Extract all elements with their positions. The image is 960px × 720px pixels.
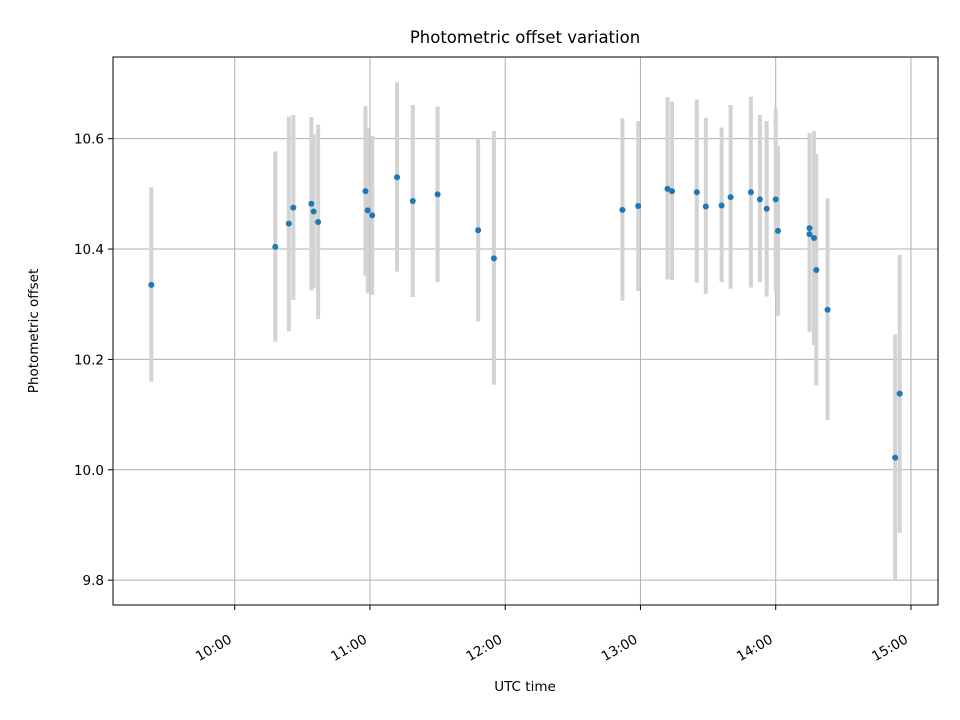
y-tick-label: 10.6	[74, 132, 104, 148]
data-point	[811, 235, 818, 242]
data-point	[747, 189, 754, 196]
chart-title: Photometric offset variation	[410, 28, 640, 47]
data-point	[434, 191, 441, 198]
x-tick-label: 10:00	[193, 632, 235, 665]
data-point	[763, 205, 770, 212]
data-point	[409, 198, 416, 205]
data-point	[308, 200, 315, 207]
y-axis-label: Photometric offset	[26, 269, 42, 393]
data-point	[718, 202, 725, 209]
x-tick-label: 13:00	[599, 632, 641, 665]
plot-frame	[112, 56, 939, 606]
data-point	[896, 390, 903, 397]
data-point	[394, 174, 401, 181]
data-point	[693, 189, 700, 196]
data-point	[619, 206, 626, 213]
y-tick-label: 10.0	[74, 463, 104, 479]
grid	[113, 57, 938, 605]
y-axis-ticks: 9.8 10.0 10.2 10.4 10.6	[74, 132, 113, 589]
data-point	[772, 196, 779, 203]
x-tick-label: 11:00	[328, 632, 370, 665]
x-tick-label: 14:00	[734, 632, 776, 665]
y-tick-label: 10.2	[74, 352, 104, 368]
error-bars	[149, 82, 902, 581]
data-points	[148, 174, 903, 461]
data-point	[824, 306, 831, 313]
x-tick-label: 15:00	[869, 632, 911, 665]
data-point	[813, 267, 820, 274]
data-point	[285, 220, 292, 227]
data-point	[635, 203, 642, 210]
data-point	[369, 212, 376, 219]
data-point	[774, 227, 781, 234]
data-point	[362, 188, 369, 195]
data-point	[727, 194, 734, 201]
data-point	[364, 207, 371, 214]
data-point	[664, 185, 671, 192]
data-point	[310, 208, 317, 215]
data-point	[490, 255, 497, 262]
data-point	[475, 227, 482, 234]
data-point	[272, 243, 279, 250]
data-point	[702, 203, 709, 210]
x-axis-ticks: 10:00 11:00 12:00 13:00 14:00 15:00	[193, 605, 912, 665]
data-point	[315, 219, 322, 226]
data-point	[756, 196, 763, 203]
data-point	[290, 204, 297, 211]
y-tick-label: 9.8	[83, 573, 104, 589]
data-point	[669, 188, 676, 195]
y-tick-label: 10.4	[74, 242, 104, 258]
x-axis-label: UTC time	[494, 679, 556, 695]
data-point	[806, 231, 813, 238]
data-point	[806, 225, 813, 232]
x-tick-label: 12:00	[464, 632, 506, 665]
data-point	[892, 454, 899, 461]
data-point	[148, 281, 155, 288]
